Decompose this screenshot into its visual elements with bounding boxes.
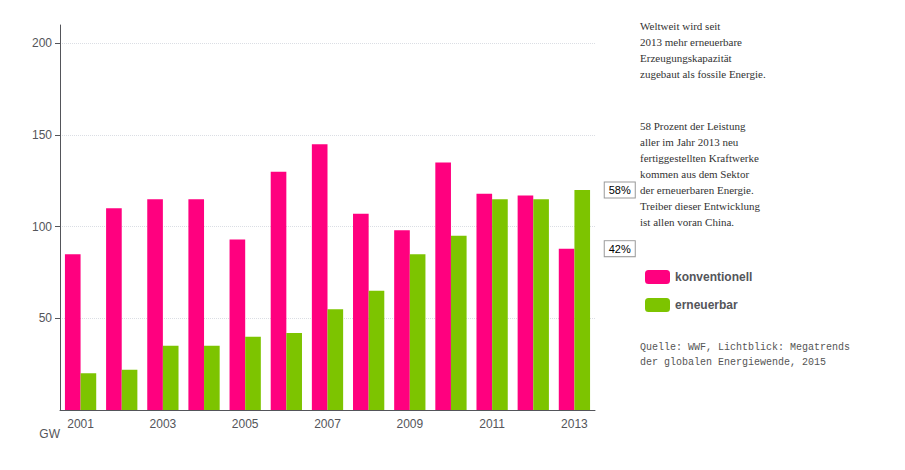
svg-text:2009: 2009 bbox=[396, 417, 423, 431]
svg-text:150: 150 bbox=[32, 128, 52, 142]
svg-text:2007: 2007 bbox=[314, 417, 341, 431]
svg-text:58 Prozent der Leistung: 58 Prozent der Leistung bbox=[640, 120, 746, 132]
svg-text:2013 mehr erneuerbare: 2013 mehr erneuerbare bbox=[640, 36, 742, 48]
svg-text:200: 200 bbox=[32, 36, 52, 50]
svg-text:der erneuerbaren Energie.: der erneuerbaren Energie. bbox=[640, 184, 754, 196]
svg-text:ist allen voran China.: ist allen voran China. bbox=[640, 216, 734, 228]
svg-text:zugebaut als fossile Energie.: zugebaut als fossile Energie. bbox=[640, 68, 766, 80]
svg-text:100: 100 bbox=[32, 220, 52, 234]
svg-text:2005: 2005 bbox=[232, 417, 259, 431]
svg-text:2013: 2013 bbox=[561, 417, 588, 431]
svg-text:Weltweit wird seit: Weltweit wird seit bbox=[640, 20, 720, 32]
svg-text:2001: 2001 bbox=[67, 417, 94, 431]
svg-text:Erzeugungskapazität: Erzeugungskapazität bbox=[640, 52, 732, 64]
svg-text:aller im Jahr 2013 neu: aller im Jahr 2013 neu bbox=[640, 136, 739, 148]
svg-text:42%: 42% bbox=[609, 243, 631, 255]
svg-text:Quelle: WWF, Lichtblick: Megat: Quelle: WWF, Lichtblick: Megatrends bbox=[640, 342, 850, 353]
svg-text:2003: 2003 bbox=[150, 417, 177, 431]
svg-text:58%: 58% bbox=[609, 184, 631, 196]
svg-text:50: 50 bbox=[39, 311, 53, 325]
svg-text:Treiber dieser Entwicklung: Treiber dieser Entwicklung bbox=[640, 200, 760, 212]
svg-text:der globalen Energiewende, 201: der globalen Energiewende, 2015 bbox=[640, 357, 826, 368]
svg-text:kommen aus dem Sektor: kommen aus dem Sektor bbox=[640, 168, 749, 180]
svg-text:2011: 2011 bbox=[479, 417, 505, 431]
svg-text:GW: GW bbox=[39, 427, 60, 441]
svg-text:fertiggestellten Kraftwerke: fertiggestellten Kraftwerke bbox=[640, 152, 759, 164]
svg-text:konventionell: konventionell bbox=[675, 270, 752, 284]
svg-text:erneuerbar: erneuerbar bbox=[675, 298, 738, 312]
